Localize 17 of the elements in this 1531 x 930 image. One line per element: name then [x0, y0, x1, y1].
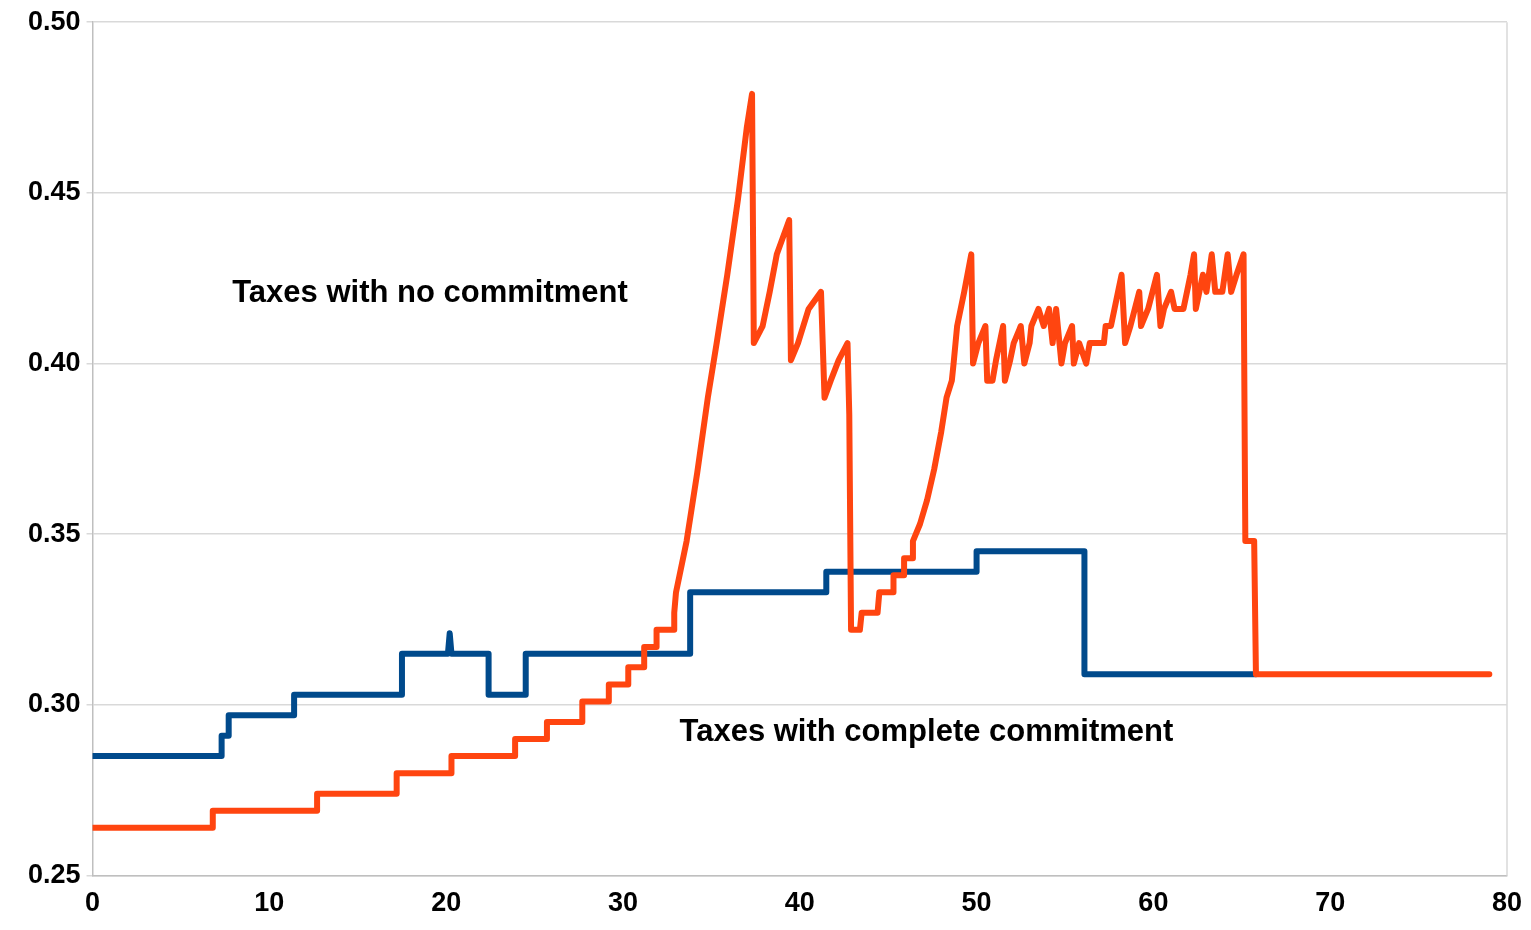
y-tick-label: 0.25: [27, 859, 81, 890]
x-tick-label: 50: [961, 887, 992, 918]
series-label: Taxes with complete commitment: [679, 712, 1174, 748]
y-tick-label: 0.50: [27, 5, 81, 36]
y-tick-label: 0.35: [27, 517, 81, 548]
x-tick-label: 30: [607, 887, 638, 918]
y-tick-label: 0.30: [27, 688, 81, 719]
x-tick-label: 60: [1138, 887, 1169, 918]
y-tick-label: 0.45: [27, 176, 81, 207]
y-tick-label: 0.40: [27, 347, 81, 378]
x-tick-label: 20: [431, 887, 462, 918]
text: Taxes with no commitment: [232, 274, 628, 310]
x-tick-label: 80: [1491, 887, 1523, 918]
x-tick-label: 70: [1315, 887, 1346, 918]
x-tick-label: 40: [784, 887, 815, 918]
x-tick-label: 10: [254, 887, 285, 918]
x-tick-label: 0: [85, 887, 101, 918]
